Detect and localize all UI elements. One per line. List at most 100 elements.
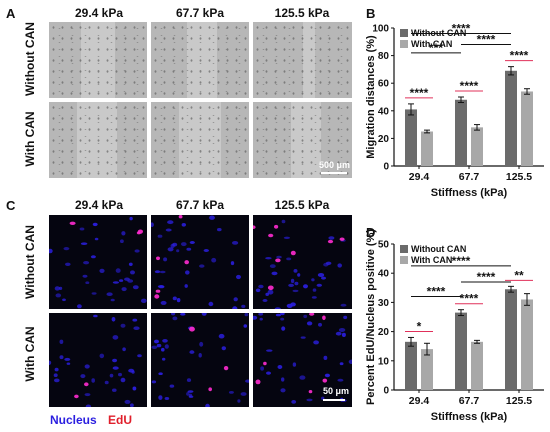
y-tick-label: 10 <box>378 356 390 367</box>
y-tick-label: 100 <box>372 24 389 35</box>
nucleus-mark <box>171 313 176 316</box>
x-tick-label: 29.4 <box>409 171 430 183</box>
legend-swatch <box>400 256 408 264</box>
nucleus-mark <box>49 248 53 254</box>
nucleus-mark <box>243 324 248 328</box>
nucleus-mark <box>221 346 226 351</box>
nucleus-mark <box>290 278 295 284</box>
panel-c-channel-edu: EdU <box>108 413 132 427</box>
nucleus-mark <box>321 276 326 280</box>
panel-c-image-r2c3: 50 μm <box>253 313 352 407</box>
nucleus-mark <box>64 357 71 361</box>
nucleus-mark <box>84 364 90 369</box>
nucleus-mark <box>112 281 119 284</box>
nucleus-mark <box>306 398 313 402</box>
nucleus-mark <box>208 301 214 307</box>
nucleus-mark <box>172 296 177 301</box>
nucleus-mark <box>176 298 181 303</box>
panel-c-row-label-1: Without CAN <box>23 225 37 299</box>
nucleus-mark <box>84 393 91 397</box>
legend-label: With CAN <box>411 255 452 265</box>
bar <box>471 127 483 166</box>
nucleus-mark <box>161 347 165 352</box>
panel-a-image-r1c3 <box>253 22 352 98</box>
bar <box>405 109 417 166</box>
nucleus-mark <box>189 241 195 244</box>
nucleus-mark <box>112 388 117 392</box>
nucleus-mark <box>280 317 285 321</box>
nucleus-mark <box>337 263 342 268</box>
nucleus-mark <box>266 349 273 352</box>
nucleus-mark <box>187 390 194 393</box>
y-tick-label: 20 <box>378 327 390 338</box>
nucleus-mark <box>328 236 335 240</box>
nucleus-mark <box>82 274 88 278</box>
nucleus-mark <box>151 222 154 227</box>
nucleus-mark <box>53 373 58 377</box>
nucleus-mark <box>228 391 234 394</box>
edu-mark <box>327 239 334 244</box>
nucleus-mark <box>93 314 98 318</box>
nucleus-mark <box>118 372 122 377</box>
significance-label: **** <box>452 22 471 36</box>
nucleus-mark <box>233 297 238 302</box>
legend-label: Without CAN <box>411 28 466 38</box>
nucleus-mark <box>286 303 293 308</box>
y-tick-label: 40 <box>378 106 390 117</box>
nucleus-mark <box>265 292 269 296</box>
bar <box>455 312 467 390</box>
panel-a-image-r1c2 <box>151 22 249 98</box>
nucleus-mark <box>77 304 82 309</box>
nucleus-mark <box>281 326 286 331</box>
nucleus-mark <box>91 378 95 383</box>
nucleus-mark <box>312 288 317 292</box>
nucleus-mark <box>154 270 161 274</box>
edu-mark <box>189 326 195 332</box>
panel-a-row-label-2: With CAN <box>23 111 37 167</box>
nucleus-mark <box>94 237 99 241</box>
nucleus-mark <box>255 288 261 293</box>
edu-mark <box>184 260 189 265</box>
nucleus-mark <box>137 354 142 358</box>
nucleus-mark <box>323 355 328 360</box>
nucleus-mark <box>55 293 62 298</box>
y-tick-label: 20 <box>378 134 390 145</box>
nucleus-mark <box>79 227 85 231</box>
nucleus-mark <box>280 388 286 393</box>
nucleus-mark <box>341 332 346 337</box>
panel-a-col-title-2: 67.7 kPa <box>175 6 225 20</box>
panel-c-label: C <box>6 198 16 213</box>
nucleus-mark <box>167 220 174 225</box>
nucleus-mark <box>311 278 315 282</box>
x-tick-label: 29.4 <box>409 395 430 407</box>
panel-c-col-title-1: 29.4 kPa <box>74 198 124 212</box>
nucleus-mark <box>271 271 278 276</box>
nucleus-mark <box>269 264 276 268</box>
significance-label: **** <box>477 33 496 47</box>
legend-swatch <box>400 40 408 48</box>
nucleus-mark <box>112 366 119 370</box>
edu-mark <box>223 366 229 371</box>
edu-mark <box>290 250 296 256</box>
nucleus-mark <box>85 404 92 407</box>
panel-a-image-r1c1 <box>49 22 147 98</box>
nucleus-mark <box>316 283 322 287</box>
nucleus-mark <box>124 399 131 404</box>
nucleus-mark <box>162 339 168 343</box>
nucleus-mark <box>120 239 124 243</box>
x-axis-title: Stiffness (kPa) <box>431 411 508 423</box>
edu-mark <box>69 221 76 225</box>
significance-label: * <box>417 319 422 333</box>
nucleus-mark <box>300 336 306 339</box>
edu-mark <box>253 225 256 229</box>
nucleus-mark <box>292 289 299 293</box>
nucleus-mark <box>131 370 135 374</box>
edu-mark <box>322 315 326 321</box>
nucleus-mark <box>90 255 96 259</box>
nucleus-mark <box>164 344 169 349</box>
panel-c-image-r2c1 <box>49 313 147 407</box>
edu-mark <box>154 294 160 299</box>
nucleus-mark <box>199 264 205 268</box>
bar <box>421 131 433 166</box>
